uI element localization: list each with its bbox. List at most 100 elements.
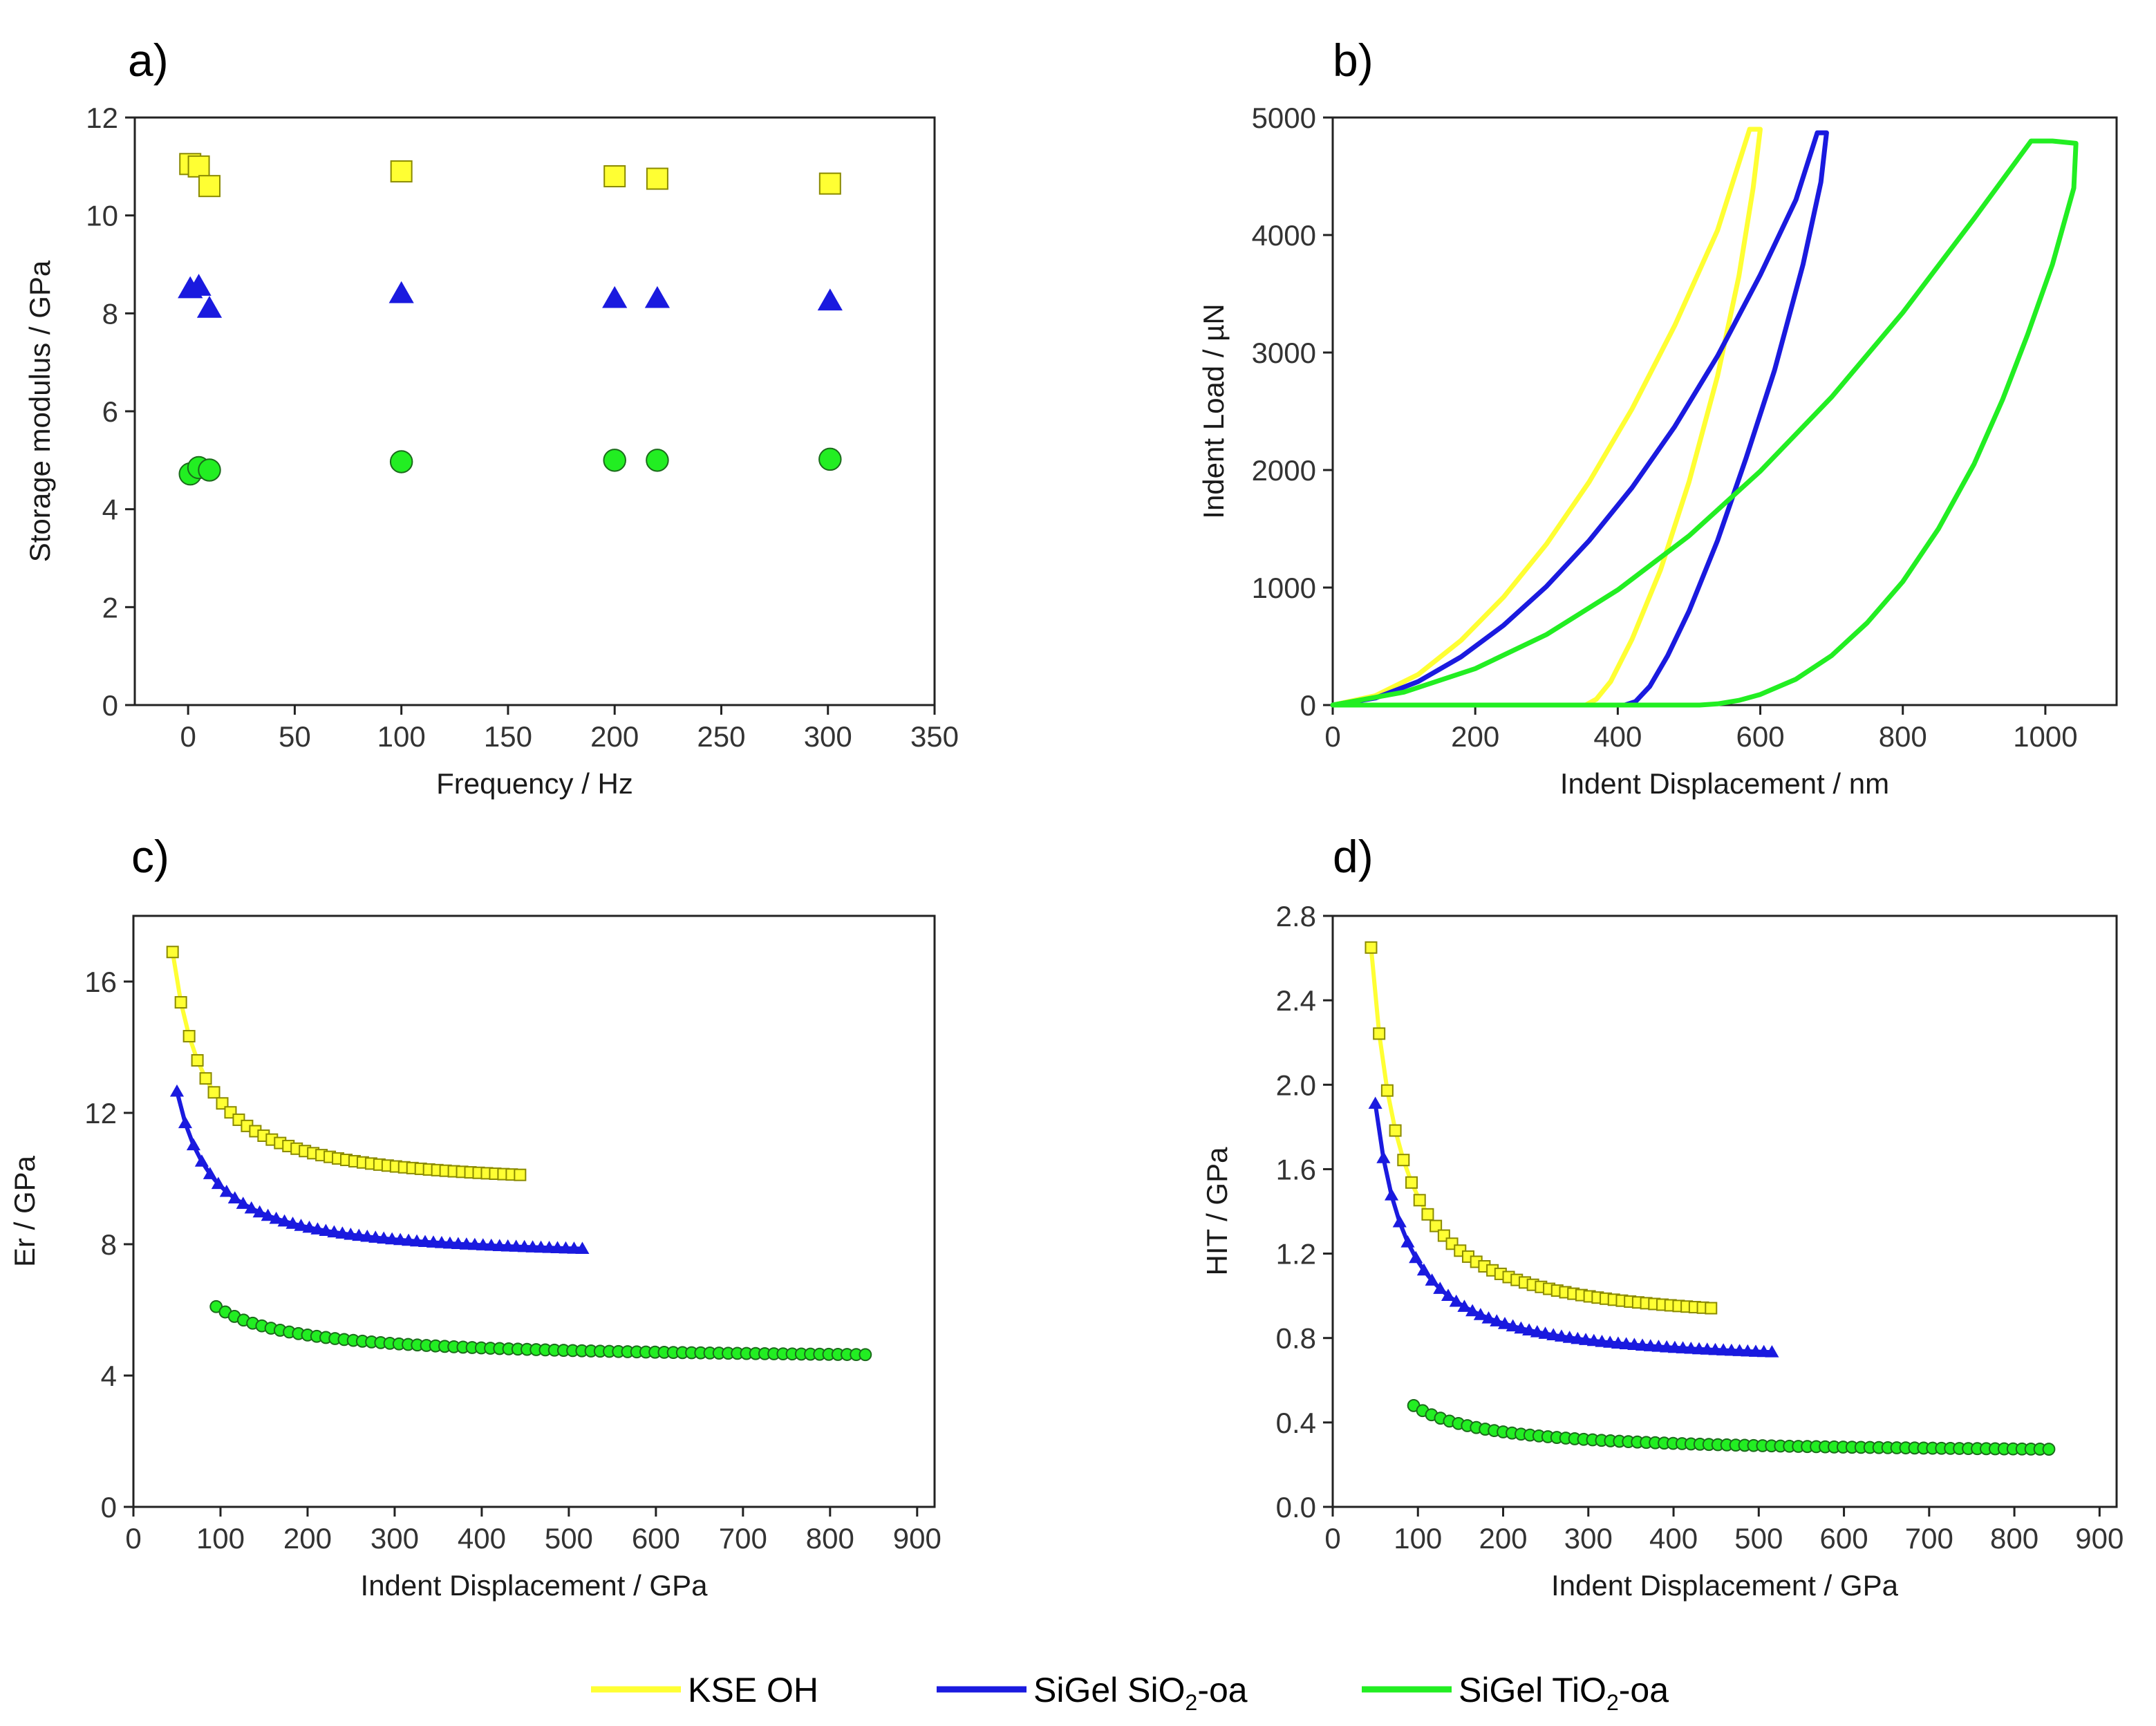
data-point-sigel-sio2-oa	[385, 1232, 400, 1245]
y-tick-label-b: 5000	[1252, 102, 1316, 134]
data-point-sigel-sio2-oa	[1562, 1331, 1577, 1343]
data-point-sigel-sio2-oa	[459, 1237, 474, 1250]
x-tick-label-c: 300	[371, 1522, 419, 1555]
data-point-sigel-sio2-oa	[1425, 1273, 1439, 1286]
y-tick-label-d: 1.2	[1276, 1238, 1316, 1270]
x-tick-label-b: 600	[1736, 720, 1785, 753]
data-point-sigel-sio2-oa	[567, 1241, 581, 1254]
data-point-sigel-sio2-oa	[1651, 1340, 1666, 1352]
data-point-sigel-sio2-oa	[500, 1239, 515, 1252]
x-tick-label-c: 800	[806, 1522, 854, 1555]
data-point-kse-oh	[187, 155, 210, 178]
panel-label-c: c)	[131, 831, 169, 882]
data-point-sigel-sio2-oa	[277, 1214, 292, 1227]
data-point-sigel-sio2-oa	[169, 1084, 185, 1097]
x-tick-label-d: 200	[1479, 1522, 1527, 1555]
data-point-sigel-sio2-oa	[476, 1238, 490, 1250]
data-point-sigel-sio2-oa	[252, 1205, 267, 1218]
y-axis-title-d: HIT / GPa	[1201, 1147, 1233, 1276]
y-tick-label-c: 12	[84, 1097, 117, 1129]
y-tick-label-d: 2.4	[1276, 984, 1316, 1017]
data-point-sigel-sio2-oa	[211, 1176, 225, 1190]
data-point-sigel-sio2-oa	[1643, 1339, 1658, 1351]
data-point-sigel-sio2-oa	[1571, 1331, 1585, 1344]
x-axis-title-d: Indent Displacement / GPa	[1551, 1569, 1899, 1602]
data-point-sigel-sio2-oa	[360, 1229, 375, 1242]
x-tick-label-c: 500	[545, 1522, 593, 1555]
x-tick-label-d: 300	[1564, 1522, 1613, 1555]
data-point-sigel-sio2-oa	[310, 1222, 325, 1235]
data-point-kse-oh	[199, 1072, 212, 1085]
data-point-sigel-sio2-oa	[1409, 1250, 1423, 1264]
data-point-kse-oh	[1405, 1176, 1418, 1189]
data-point-sigel-sio2-oa	[1384, 1188, 1399, 1201]
x-tick-label-b: 800	[1879, 720, 1927, 753]
data-point-sigel-sio2-oa	[517, 1239, 532, 1253]
data-point-sigel-sio2-oa	[393, 1232, 408, 1246]
data-point-sigel-sio2-oa	[1481, 1311, 1496, 1324]
legend-label-kse-oh: KSE OH	[688, 1671, 818, 1709]
plot-frame-d	[1331, 914, 2118, 1508]
data-point-kse-oh	[646, 167, 668, 190]
data-point-sigel-sio2-oa	[1586, 1333, 1601, 1347]
data-point-kse-oh	[818, 172, 841, 195]
data-point-sigel-sio2-oa	[1449, 1294, 1463, 1307]
x-tick-label-b: 1000	[2013, 720, 2077, 753]
data-point-kse-oh	[514, 1168, 527, 1181]
x-tick-label-c: 100	[196, 1522, 245, 1555]
y-tick-label-c: 8	[101, 1228, 117, 1261]
data-point-sigel-sio2-oa	[575, 1241, 590, 1255]
data-point-kse-oh	[1429, 1219, 1443, 1232]
x-tick-label-b: 400	[1593, 720, 1642, 753]
y-tick-label-d: 0.0	[1276, 1491, 1316, 1523]
y-tick-label-a: 0	[102, 689, 118, 722]
y-tick-label-d: 1.6	[1276, 1153, 1316, 1185]
x-tick-label-d: 400	[1649, 1522, 1698, 1555]
x-tick-label-a: 300	[804, 720, 852, 753]
y-tick-label-b: 3000	[1252, 337, 1316, 369]
data-point-sigel-sio2-oa	[236, 1197, 250, 1209]
series-line-kse-oh	[1330, 126, 1763, 708]
y-tick-label-b: 2000	[1252, 454, 1316, 487]
data-point-sigel-tio2-oa	[2042, 1443, 2056, 1456]
x-tick-label-d: 800	[1990, 1522, 2038, 1555]
data-point-kse-oh	[174, 996, 187, 1009]
data-point-kse-oh	[1705, 1302, 1718, 1315]
x-tick-label-a: 200	[590, 720, 639, 753]
data-point-sigel-sio2-oa	[285, 1217, 300, 1229]
x-tick-label-c: 0	[125, 1522, 141, 1555]
data-point-kse-oh	[1389, 1124, 1402, 1137]
series-line-sigel-tio2-oa	[1330, 138, 2079, 708]
data-point-sigel-sio2-oa	[542, 1241, 556, 1253]
x-tick-label-d: 100	[1394, 1522, 1442, 1555]
data-point-sigel-sio2-oa	[194, 1154, 209, 1167]
data-point-sigel-sio2-oa	[442, 1236, 457, 1249]
data-point-sigel-sio2-oa	[352, 1228, 366, 1241]
y-tick-label-a: 10	[86, 200, 118, 232]
data-point-sigel-sio2-oa	[1676, 1341, 1690, 1353]
x-tick-label-a: 150	[484, 720, 532, 753]
data-point-kse-oh	[207, 1086, 221, 1099]
data-point-kse-oh	[390, 160, 413, 182]
x-tick-label-a: 250	[697, 720, 745, 753]
data-point-kse-oh	[182, 1030, 196, 1043]
data-point-sigel-sio2-oa	[1619, 1337, 1633, 1350]
data-point-sigel-sio2-oa	[1579, 1333, 1593, 1345]
data-point-sigel-sio2-oa	[186, 1138, 200, 1151]
data-point-sigel-sio2-oa	[1400, 1235, 1415, 1248]
x-tick-label-b: 0	[1324, 720, 1340, 753]
data-point-sigel-tio2-oa	[603, 449, 626, 472]
data-point-sigel-sio2-oa	[368, 1230, 383, 1243]
panel-label-d: d)	[1333, 831, 1374, 882]
data-point-sigel-sio2-oa	[227, 1191, 242, 1203]
data-point-sigel-sio2-oa	[1660, 1340, 1674, 1353]
y-tick-label-d: 2.0	[1276, 1069, 1316, 1101]
data-point-sigel-sio2-oa	[1530, 1324, 1544, 1338]
data-point-sigel-sio2-oa	[294, 1219, 308, 1231]
data-point-sigel-sio2-oa	[1368, 1096, 1382, 1109]
data-point-sigel-sio2-oa	[484, 1238, 498, 1251]
data-point-sigel-sio2-oa	[1627, 1338, 1642, 1351]
data-point-sigel-sio2-oa	[817, 288, 843, 311]
x-tick-label-c: 900	[893, 1522, 941, 1555]
